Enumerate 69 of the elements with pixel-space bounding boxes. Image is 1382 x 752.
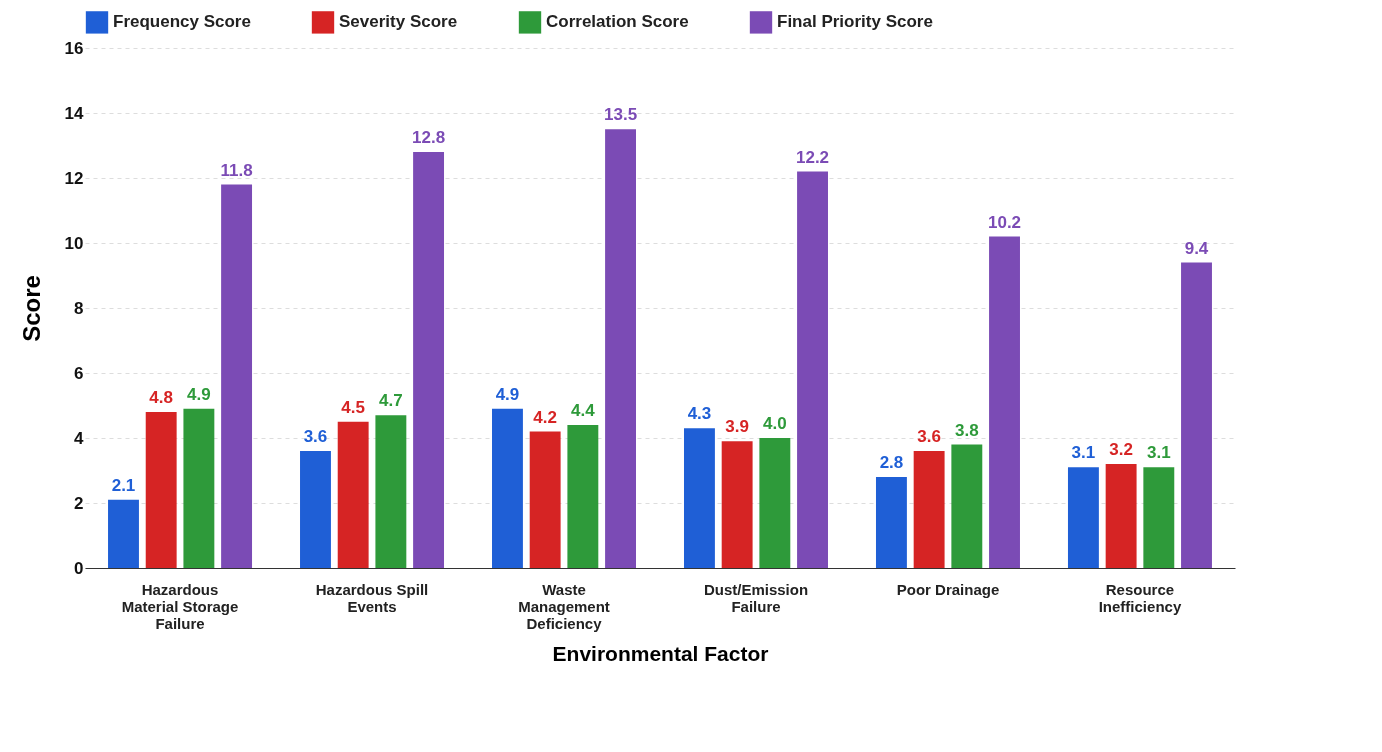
data-label: 13.5 (604, 105, 638, 125)
bar (375, 415, 407, 568)
y-tick-label: 16 (64, 38, 84, 58)
y-tick-label: 8 (74, 298, 84, 318)
bar (1067, 467, 1099, 568)
data-label: 3.1 (1071, 443, 1096, 463)
bar (605, 129, 636, 568)
x-axis-title: Environmental Factor (552, 641, 769, 665)
data-label: 4.8 (149, 388, 174, 407)
bar (1143, 467, 1175, 568)
data-label: 4.2 (533, 407, 557, 427)
y-tick-label: 2 (74, 493, 84, 513)
y-tick-label: 0 (74, 558, 84, 578)
bar (145, 412, 177, 568)
data-label: 3.1 (1146, 443, 1171, 463)
data-label: 3.6 (303, 427, 328, 446)
data-label: 12.2 (795, 147, 830, 167)
data-label: 3.9 (725, 417, 749, 437)
legend-label: Final Priority Score (777, 12, 933, 32)
bar (108, 499, 139, 568)
data-label: 4.0 (763, 414, 787, 433)
x-tick-label: Resource Inefficiency (1098, 580, 1182, 615)
bar (951, 444, 983, 568)
bar (567, 425, 599, 568)
bar (1181, 262, 1212, 568)
data-label: 2.8 (879, 453, 904, 472)
data-label: 2.1 (111, 475, 136, 495)
y-tick-label: 6 (74, 363, 84, 383)
data-label: 4.9 (187, 384, 211, 404)
x-tick-label: Hazardous Material Storage Failure (121, 580, 239, 632)
x-tick-label: Waste Management Deficiency (518, 580, 610, 632)
data-label: 10.2 (987, 212, 1022, 232)
data-label: 4.7 (379, 391, 403, 411)
legend-label: Frequency Score (113, 12, 251, 32)
data-label: 3.8 (955, 420, 979, 440)
bar (913, 451, 945, 568)
data-label: 4.5 (341, 397, 365, 417)
data-label: 9.4 (1184, 238, 1209, 258)
data-label: 11.8 (220, 160, 253, 180)
bar (875, 477, 907, 568)
bar (221, 184, 253, 568)
bar (721, 441, 753, 568)
data-label: 4.9 (495, 384, 520, 404)
data-label: 3.2 (1109, 440, 1133, 459)
x-tick-label: Hazardous Spill Events (315, 580, 429, 615)
bar (413, 152, 445, 568)
data-label: 3.6 (917, 427, 941, 446)
bar (300, 451, 331, 568)
bar (759, 438, 791, 568)
bar (183, 408, 215, 568)
legend-label: Severity Score (339, 12, 458, 32)
bar (1105, 464, 1137, 568)
bar (337, 421, 369, 568)
bar (797, 171, 828, 568)
data-label: 4.4 (571, 401, 596, 420)
x-tick-label: Dust/Emission Failure (703, 580, 809, 615)
bar (989, 236, 1020, 568)
bar (529, 431, 561, 568)
y-tick-label: 14 (64, 103, 85, 123)
data-label: 12.8 (412, 128, 446, 147)
bar (492, 408, 523, 568)
data-label: 4.3 (687, 404, 712, 424)
legend-label: Correlation Score (546, 12, 689, 32)
y-tick-label: 4 (74, 428, 85, 448)
y-axis-title: Score (17, 275, 45, 342)
y-tick-label: 10 (64, 233, 84, 253)
x-tick-label: Poor Drainage (896, 580, 1000, 598)
bar (684, 428, 715, 568)
y-tick-label: 12 (64, 168, 84, 188)
